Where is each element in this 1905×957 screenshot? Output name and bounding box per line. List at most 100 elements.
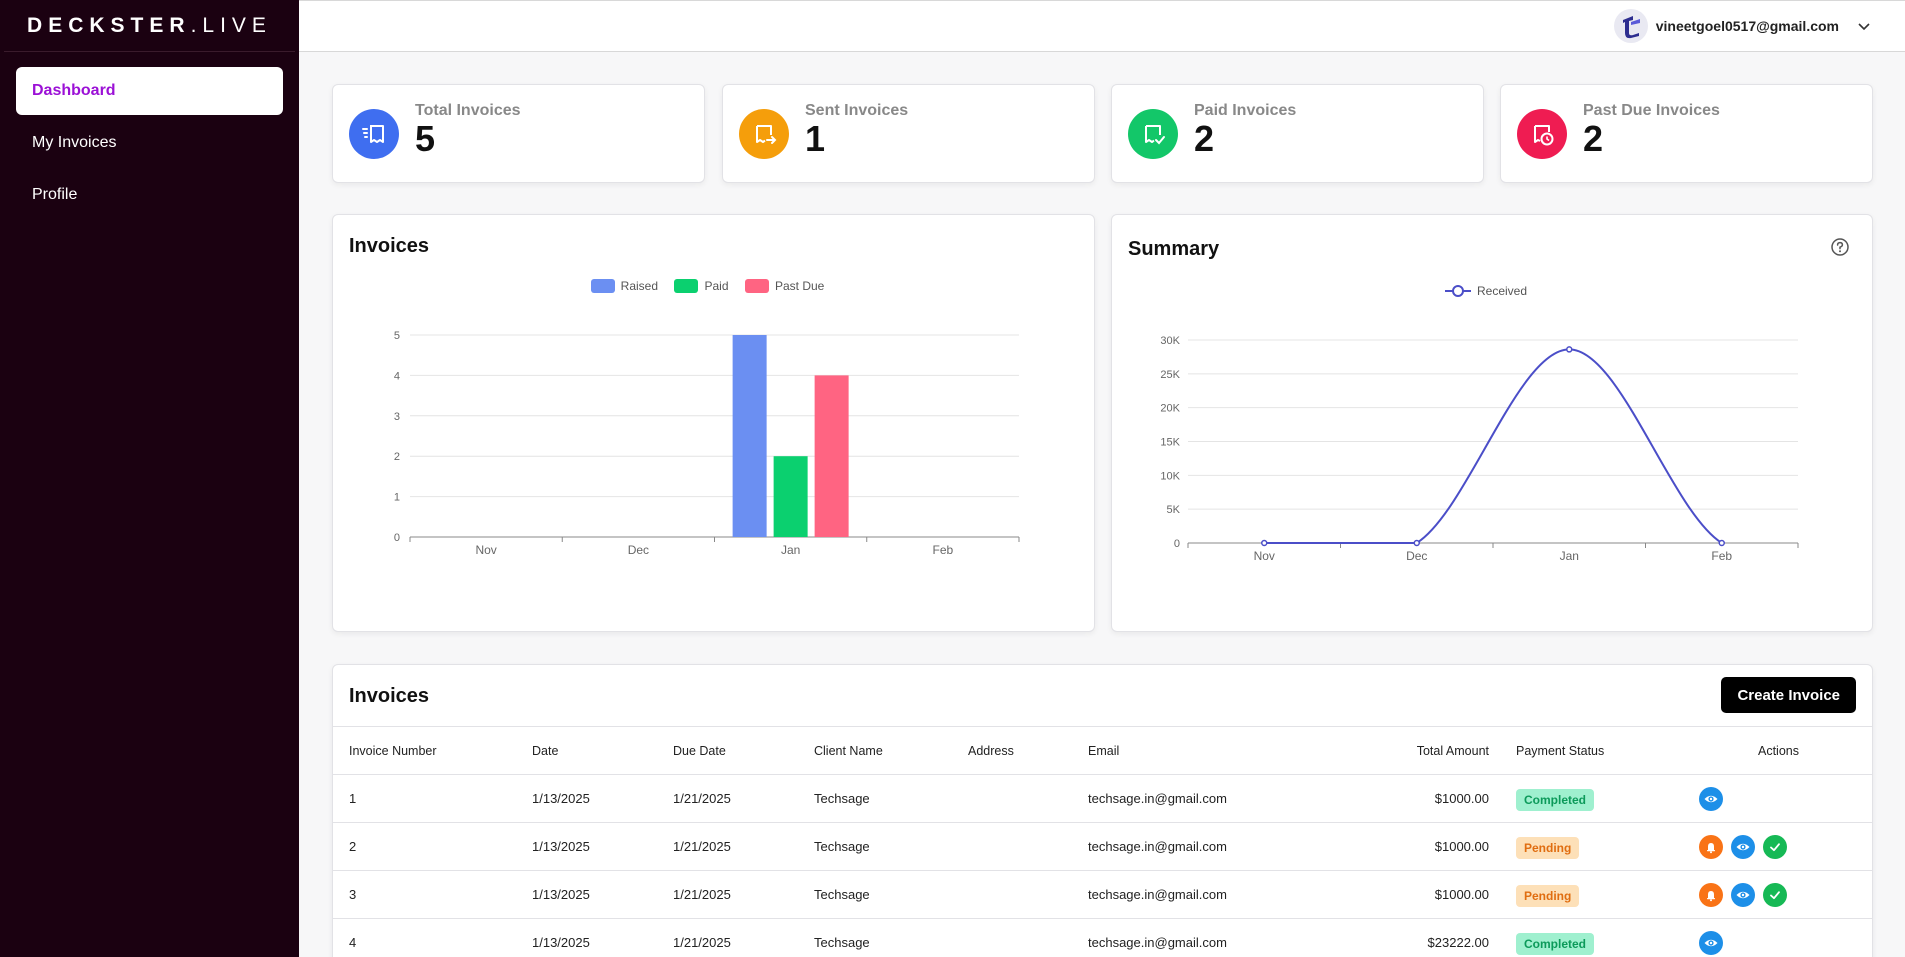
- column-header-total-amount[interactable]: Total Amount: [1416, 744, 1489, 758]
- view-button[interactable]: [1731, 835, 1755, 859]
- y-tick-label: 5K: [1167, 504, 1181, 516]
- row-actions: [1699, 871, 1787, 919]
- y-tick-label: 30K: [1160, 335, 1180, 347]
- cell-due-date: 1/21/2025: [673, 887, 731, 902]
- x-tick-label: Jan: [781, 543, 800, 557]
- receipt-send-icon: [739, 108, 789, 159]
- stat-label: Sent Invoices: [805, 101, 909, 119]
- cell-due-date: 1/21/2025: [673, 791, 731, 806]
- legend-label: Past Due: [774, 279, 825, 293]
- y-tick-label: 10K: [1160, 470, 1180, 482]
- column-header-invoice-number[interactable]: Invoice Number: [349, 744, 437, 758]
- table-head-row: Invoice Number Date Due Date Client Name…: [333, 727, 1872, 775]
- legend-line-marker: [1444, 285, 1471, 297]
- y-tick-label: 1: [394, 492, 400, 504]
- check-icon: [1768, 840, 1782, 854]
- legend-swatch: [674, 279, 699, 293]
- table-row: 4 1/13/2025 1/21/2025 Techsage techsage.in@g…: [333, 919, 1872, 957]
- column-header-client-name[interactable]: Client Name: [814, 744, 883, 758]
- cell-email: techsage.in@gmail.com: [1088, 839, 1227, 854]
- invoices-bar-chart: 0 1 2 3 4 5 Nov Dec Jan Feb: [394, 330, 1020, 557]
- mark-paid-button[interactable]: [1763, 835, 1787, 859]
- cell-email: techsage.in@gmail.com: [1088, 791, 1227, 806]
- cell-date: 1/13/2025: [532, 935, 590, 950]
- cell-client-name: Techsage: [814, 791, 870, 806]
- legend-item-past-due[interactable]: Past Due: [744, 279, 825, 293]
- table-row: 3 1/13/2025 1/21/2025 Techsage techsage.in@g…: [333, 871, 1872, 919]
- brand-name: DECKSTER: [27, 13, 191, 37]
- stat-value: 5: [415, 117, 436, 159]
- status-badge: Completed: [1516, 788, 1595, 811]
- legend-item-raised[interactable]: Raised: [590, 279, 659, 293]
- legend-swatch: [744, 279, 769, 293]
- x-tick-label: Nov: [1254, 549, 1275, 563]
- status-badge: Pending: [1516, 884, 1580, 907]
- remind-button[interactable]: [1699, 835, 1723, 859]
- stat-label: Past Due Invoices: [1583, 101, 1720, 119]
- series-line-received: [1264, 348, 1723, 544]
- brand-logo[interactable]: DECKSTER .LIVE: [4, 0, 295, 52]
- x-tick-label: Feb: [933, 543, 954, 557]
- legend-label: Raised: [620, 279, 659, 293]
- legend-label: Received: [1476, 284, 1528, 298]
- cell-invoice-number: 2: [349, 839, 357, 854]
- column-header-email[interactable]: Email: [1088, 744, 1120, 758]
- check-icon: [1768, 888, 1782, 902]
- cell-total-amount: $1000.00: [1434, 839, 1489, 854]
- stat-label: Total Invoices: [415, 101, 521, 119]
- eye-icon: [1703, 935, 1719, 951]
- sidebar-item-dashboard[interactable]: Dashboard: [16, 67, 283, 115]
- column-header-payment-status[interactable]: Payment Status: [1516, 744, 1605, 758]
- help-icon[interactable]: [1830, 237, 1850, 262]
- stat-value: 2: [1583, 117, 1604, 159]
- bar-paid: [773, 456, 808, 537]
- legend-item-paid[interactable]: Paid: [674, 279, 729, 293]
- stat-card-past-due-invoices: Past Due Invoices 2: [1500, 84, 1873, 183]
- mark-paid-button[interactable]: [1763, 883, 1787, 907]
- y-tick-label: 20K: [1160, 403, 1180, 415]
- column-header-date[interactable]: Date: [532, 744, 559, 758]
- brand-suffix: .LIVE: [190, 13, 272, 37]
- legend-item-received[interactable]: Received: [1444, 284, 1528, 298]
- y-tick-label: 0: [394, 532, 400, 544]
- x-tick-label: Nov: [475, 543, 496, 557]
- cell-total-amount: $23222.00: [1427, 935, 1489, 950]
- create-invoice-button[interactable]: Create Invoice: [1721, 677, 1856, 713]
- chevron-down-icon[interactable]: [1857, 19, 1871, 33]
- y-tick-label: 2: [394, 451, 400, 463]
- view-button[interactable]: [1731, 883, 1755, 907]
- stat-value: 1: [805, 117, 826, 159]
- sidebar-item-profile[interactable]: Profile: [32, 186, 78, 203]
- x-tick-label: Jan: [1560, 549, 1579, 563]
- cell-invoice-number: 1: [349, 791, 357, 806]
- column-header-address[interactable]: Address: [968, 744, 1014, 758]
- eye-icon: [1735, 887, 1751, 903]
- status-badge: Pending: [1516, 836, 1580, 859]
- column-header-due-date[interactable]: Due Date: [673, 744, 726, 758]
- x-tick-label: Feb: [1711, 549, 1732, 563]
- cell-client-name: Techsage: [814, 839, 870, 854]
- cell-email: techsage.in@gmail.com: [1088, 935, 1227, 950]
- cell-date: 1/13/2025: [532, 839, 590, 854]
- y-tick-label: 4: [394, 370, 400, 382]
- user-email[interactable]: vineetgoel0517@gmail.com: [1655, 18, 1839, 34]
- stat-label: Paid Invoices: [1194, 101, 1297, 119]
- stat-card-total-invoices: Total Invoices 5: [332, 84, 705, 183]
- cell-date: 1/13/2025: [532, 887, 590, 902]
- bar-raised: [732, 335, 767, 537]
- eye-icon: [1703, 791, 1719, 807]
- sidebar-item-my-invoices[interactable]: My Invoices: [32, 134, 117, 151]
- chart-title: Invoices: [349, 235, 430, 257]
- summary-chart-card: Summary Received 0 5K 10K 15K 20K 25K 30K Nov De…: [1111, 214, 1873, 632]
- view-button[interactable]: [1699, 931, 1723, 955]
- cell-due-date: 1/21/2025: [673, 839, 731, 854]
- avatar[interactable]: [1613, 9, 1648, 43]
- row-actions: [1699, 823, 1787, 871]
- bar-past-due: [814, 375, 849, 537]
- stat-card-sent-invoices: Sent Invoices 1: [722, 84, 1095, 183]
- column-header-actions: Actions: [1758, 744, 1799, 758]
- y-tick-label: 15K: [1160, 437, 1180, 449]
- cell-invoice-number: 4: [349, 935, 357, 950]
- remind-button[interactable]: [1699, 883, 1723, 907]
- view-button[interactable]: [1699, 787, 1723, 811]
